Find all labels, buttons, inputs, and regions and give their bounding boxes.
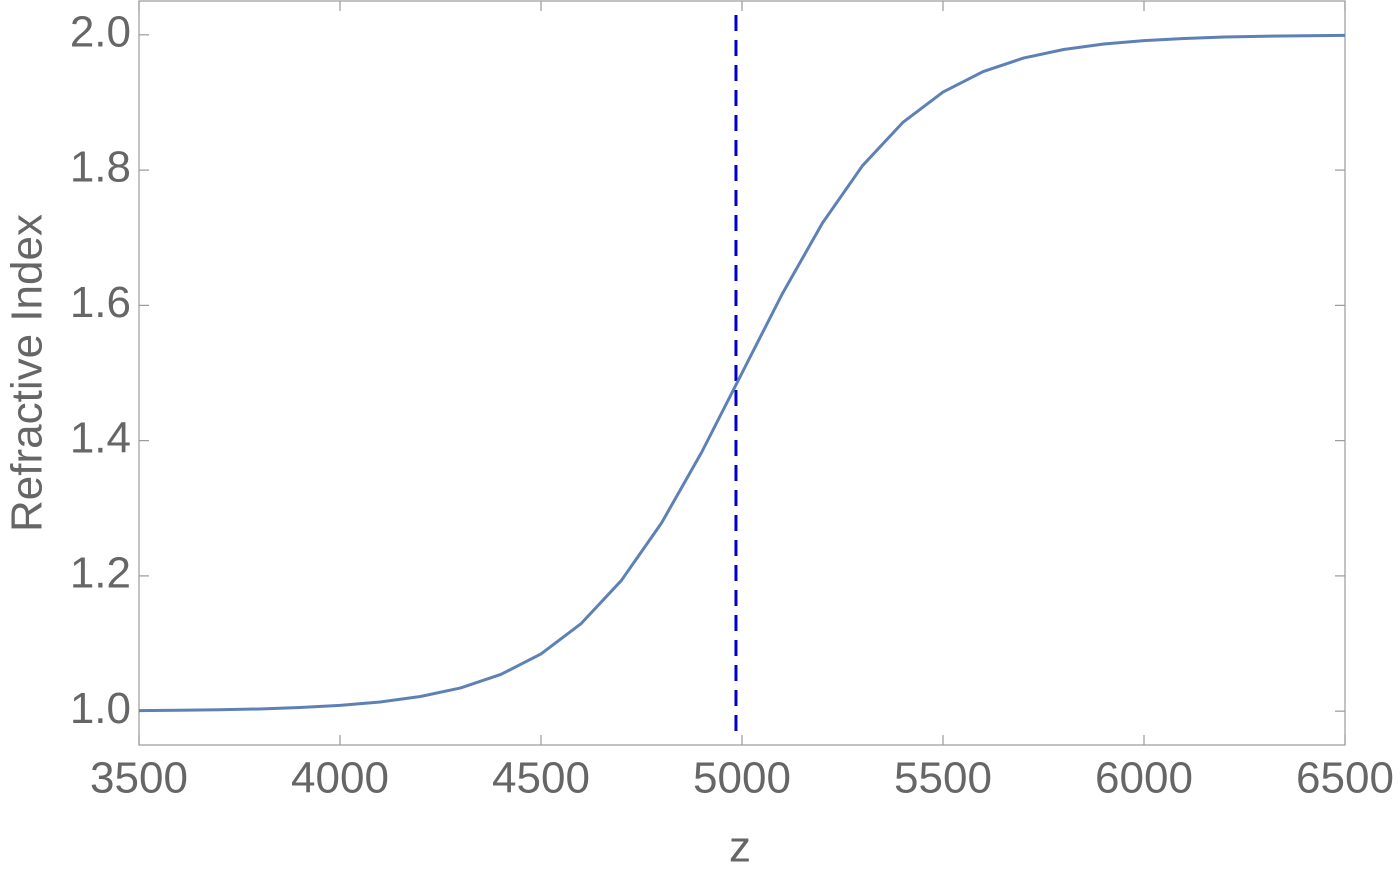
x-tick-label: 6000: [1095, 754, 1193, 803]
x-tick-label: 5500: [894, 754, 992, 803]
x-tick-label: 4000: [291, 754, 389, 803]
y-tick-label: 1.2: [70, 549, 131, 598]
x-axis-label: z: [729, 823, 751, 872]
x-tick-label: 5000: [693, 754, 791, 803]
y-tick-label: 2.0: [70, 7, 131, 56]
y-tick-label: 1.6: [70, 278, 131, 327]
y-tick-label: 1.8: [70, 143, 131, 192]
y-axis-label: Refractive Index: [3, 214, 52, 532]
y-tick-label: 1.0: [70, 684, 131, 733]
x-tick-label: 6500: [1296, 754, 1394, 803]
line-series: [138, 33, 1346, 713]
x-tick-label: 3500: [90, 754, 188, 803]
y-tick-label: 1.4: [70, 413, 131, 462]
x-tick-label: 4500: [492, 754, 590, 803]
